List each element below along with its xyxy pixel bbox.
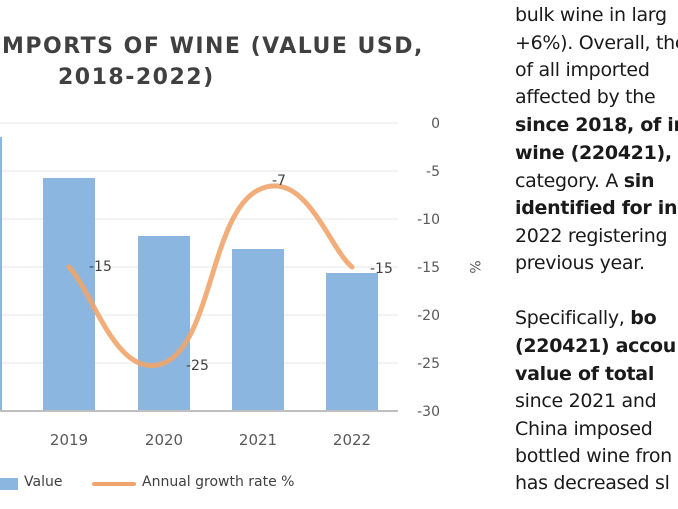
- text-line: value of total: [515, 363, 654, 385]
- chart-title-line2: 2018-2022): [58, 65, 215, 90]
- data-label-2022: -15: [370, 261, 393, 277]
- text-line: (220421) accou: [515, 335, 676, 357]
- text-line: China imposed: [515, 418, 653, 440]
- x-tick-label: 2022: [333, 431, 371, 449]
- y2-tick-label: 0: [431, 116, 440, 132]
- data-label-2019: -15: [89, 259, 112, 275]
- bold-text-segment: sin: [623, 170, 655, 192]
- bold-text-segment: (220421) accou: [515, 335, 677, 357]
- y2-tick-label: -10: [417, 212, 440, 228]
- y2-tick-label: -15: [417, 260, 440, 276]
- y2-tick-label: -5: [426, 164, 440, 180]
- text-line: since 2018, of in: [515, 114, 678, 136]
- text-segment: affected by the: [515, 86, 656, 108]
- legend-label-value: Value: [24, 474, 63, 490]
- text-segment: w: [672, 142, 678, 164]
- combo-chart: 0 -5 -10 -15 -20 -25 -30 2019 2020 2021 2022 -15 -25…: [0, 116, 482, 449]
- bar-2021: [232, 249, 284, 411]
- text-segment: China imposed: [515, 418, 653, 440]
- text-line: wine (220421), w: [515, 142, 678, 164]
- text-line: previous year.: [515, 252, 645, 274]
- bold-text-segment: identified for in: [515, 197, 678, 219]
- text-line: +6%). Overall, the: [515, 32, 678, 54]
- text-segment: since 2021 and: [515, 390, 657, 412]
- chart-title-line1: MPORTS OF WINE (VALUE USD,: [2, 34, 424, 59]
- legend-swatch-value: [0, 478, 18, 490]
- text-segment: of all imported: [515, 59, 650, 81]
- text-segment: has decreased sl: [515, 472, 670, 494]
- text-line: has decreased sl: [515, 472, 670, 494]
- text-line: Specifically, bo: [515, 307, 657, 329]
- text-line: of all imported: [515, 59, 650, 81]
- data-label-2021: -7: [272, 173, 286, 189]
- text-segment: bottled wine fron: [515, 445, 672, 467]
- legend-label-growth: Annual growth rate %: [142, 474, 295, 490]
- growth-rate-line: [66, 183, 355, 368]
- text-segment: 2022 registering: [515, 225, 668, 247]
- legend: Value Annual growth rate %: [0, 474, 400, 496]
- y2-axis-label: %: [466, 260, 482, 273]
- text-segment: previous year.: [515, 252, 645, 274]
- legend-swatch-growth: [92, 482, 136, 486]
- x-tick-label: 2020: [145, 431, 183, 449]
- y2-tick-label: -20: [417, 308, 440, 324]
- text-segment: +6%). Overall, the: [515, 32, 678, 54]
- text-line: bulk wine in larg: [515, 4, 667, 26]
- text-line: 2022 registering: [515, 225, 668, 247]
- bold-text-segment: value of total: [515, 363, 655, 385]
- text-line: identified for in: [515, 197, 678, 219]
- bar-2022: [326, 273, 378, 411]
- y2-tick-label: -25: [417, 356, 440, 372]
- text-segment: category. A: [515, 170, 624, 192]
- bar-2020: [138, 236, 190, 411]
- text-line: bottled wine fron: [515, 445, 672, 467]
- bold-text-segment: wine (220421),: [515, 142, 672, 164]
- x-tick-label: 2019: [50, 431, 88, 449]
- y2-tick-label: -30: [417, 404, 440, 420]
- text-segment: bulk wine in larg: [515, 4, 667, 26]
- data-label-2020: -25: [186, 358, 209, 374]
- text-line: category. A sin: [515, 170, 655, 192]
- bold-text-segment: bo: [630, 307, 657, 329]
- text-line: since 2021 and: [515, 390, 657, 412]
- bar-2018: [0, 137, 2, 411]
- bold-text-segment: since 2018, of in: [515, 114, 678, 136]
- x-tick-label: 2021: [239, 431, 277, 449]
- text-segment: Specifically,: [515, 307, 631, 329]
- text-line: affected by the: [515, 86, 656, 108]
